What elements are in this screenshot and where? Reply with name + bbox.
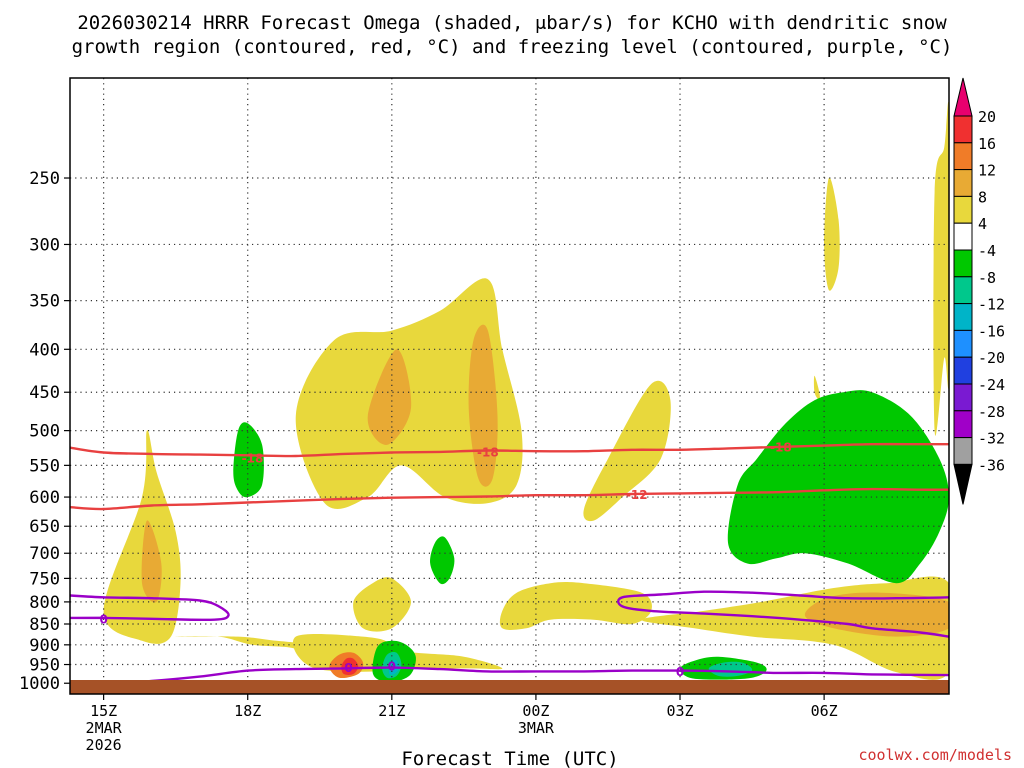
ground-bar [70,680,949,694]
x-tick-label-15-0: 15Z [90,702,117,720]
contour-label-freezing-level-lower-0: 0 [676,665,684,679]
x-axis-label: Forecast Time (UTC) [401,748,618,768]
colorbar-label-1: 16 [978,135,996,153]
x-tick-label-24-0: 00Z [522,702,549,720]
colorbar-label-11: -28 [978,403,1005,421]
colorbar-label-4: 4 [978,215,987,233]
credit-text: coolwx.com/models [858,746,1012,764]
colorbar-swatch-10 [953,356,973,385]
colorbar-label-7: -12 [978,296,1005,314]
colorbar-swatch-11 [953,383,973,412]
omega-region-6 [353,577,411,632]
y-tick-label-1000: 1000 [19,674,60,694]
colorbar-label-6: -8 [978,269,996,287]
y-axis: 2503003504004505005506006507007508008509… [19,169,70,694]
y-tick-label-950: 950 [29,656,60,676]
colorbar-bottom-arrow [953,463,973,505]
colorbar-swatch-4 [953,195,973,224]
omega-region-23 [727,390,949,584]
contour-freezing-level-fold [617,590,949,638]
x-tick-label-15-1: 2MAR [86,719,123,737]
colorbar-label-5: -4 [978,242,996,260]
colorbar-swatch-6 [953,249,973,278]
colorbar-swatch-13 [953,437,973,465]
omega-region-7 [499,582,652,630]
y-tick-label-800: 800 [29,593,60,613]
x-tick-label-18-0: 18Z [234,702,261,720]
contour-label-dgz-minus18-2: -18 [770,441,792,455]
colorbar-label-12: -32 [978,430,1005,448]
colorbar-legend: 20 16 12 8 4 -4 -8 -12 -16 -20 -24 -28 -32 -36 [953,77,1005,505]
omega-region-2 [141,520,162,603]
x-tick-label-21-0: 21Z [378,702,405,720]
plot-frame [69,77,950,695]
omega-region-5 [468,324,498,487]
omega-region-1 [103,430,181,644]
colorbar-swatch-8 [953,303,973,331]
y-tick-label-350: 350 [29,292,60,312]
y-tick-label-450: 450 [29,383,60,403]
omega-region-22 [430,536,455,585]
colorbar-swatch-5 [953,222,973,251]
omega-region-17 [341,657,359,675]
contour-freezing-level-upper [70,594,230,622]
colorbar-top-arrow [953,77,973,117]
contour-label-dgz-minus18-1: -18 [477,445,499,459]
colorbar-label-0: 20 [978,108,996,126]
contour-dgz-minus18 [70,442,949,458]
colorbar-swatch-3 [953,169,973,197]
y-tick-label-550: 550 [29,456,60,476]
y-tick-label-750: 750 [29,569,60,589]
contour-label-dgz-minus18-0: -18 [242,451,264,465]
chart-title-line-2: growth region (contoured, red, °C) and f… [72,36,953,58]
contour-dgz-minus12 [70,487,949,511]
colorbar-label-9: -20 [978,349,1005,367]
contour-label-dgz-minus12-0: -12 [626,488,648,502]
colorbar-label-13: -36 [978,456,1005,474]
x-tick-label-24-1: 3MAR [518,719,555,737]
contour-label-freezing-level-lower-1: 0 [388,660,396,674]
contour-freezing-level-lower [148,666,949,680]
chart-title-line-1: 2026030214 HRRR Forecast Omega (shaded, … [77,12,947,34]
x-tick-label-30-0: 06Z [811,702,838,720]
omega-region-21 [233,422,264,498]
y-tick-label-600: 600 [29,488,60,508]
grid-layer [70,78,949,680]
y-tick-label-250: 250 [29,169,60,189]
y-tick-label-900: 900 [29,636,60,656]
colorbar-swatch-7 [953,276,973,305]
colorbar-swatch-2 [953,142,973,171]
omega-region-13 [933,102,949,436]
y-tick-label-700: 700 [29,544,60,564]
colorbar-swatch-12 [953,410,973,439]
y-tick-label-650: 650 [29,517,60,537]
omega-region-12 [813,375,820,401]
colorbar-label-8: -16 [978,322,1005,340]
y-tick-label-500: 500 [29,422,60,442]
x-tick-label-27-0: 03Z [666,702,693,720]
y-tick-label-400: 400 [29,340,60,360]
y-tick-label-850: 850 [29,615,60,635]
contour-layer: -18 -18 -18 -12 0 0 0 0 [70,441,949,680]
omega-region-10 [804,592,949,637]
colorbar-label-10: -24 [978,376,1005,394]
contour-label-freezing-level-lower-2: 0 [344,661,352,675]
colorbar-label-2: 12 [978,162,996,180]
omega-region-4 [367,349,412,445]
x-tick-label-15-2: 2026 [86,736,122,754]
colorbar-label-3: 8 [978,188,987,206]
y-tick-label-300: 300 [29,235,60,255]
colorbar-swatch-1 [953,115,973,144]
colorbar-swatch-9 [953,329,973,358]
omega-region-11 [824,177,840,291]
contour-label-freezing-level-upper-0: 0 [99,612,107,626]
